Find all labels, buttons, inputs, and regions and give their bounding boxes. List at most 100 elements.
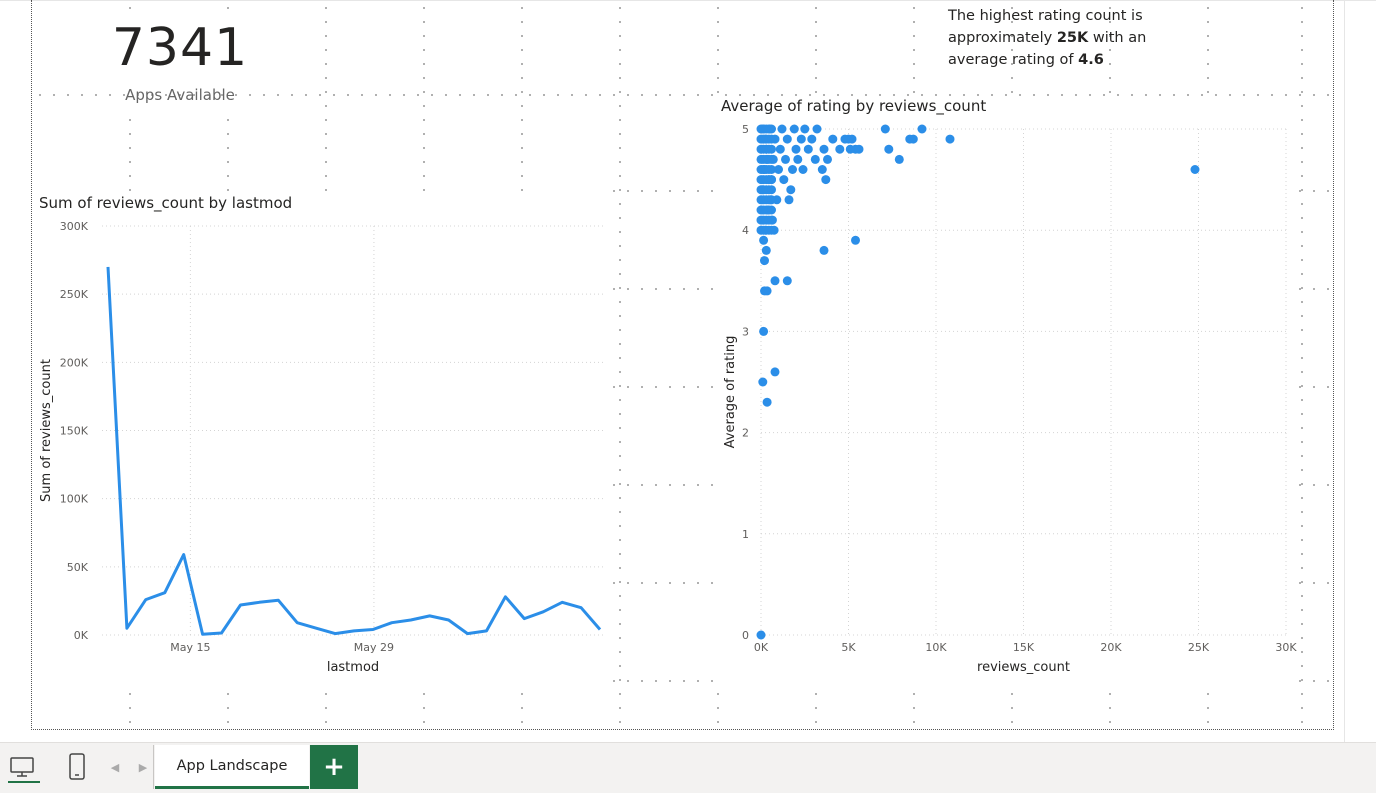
scatter-point — [775, 144, 785, 154]
page-navigation-bar: ◀ ▶ App Landscape + — [0, 742, 1376, 793]
kpi-label: Apps Available — [125, 86, 235, 104]
scatter-point — [798, 165, 808, 174]
scatter-y-tick-label: 1 — [742, 528, 749, 541]
scatter-y-tick-label: 3 — [742, 325, 749, 338]
scatter-point — [835, 144, 845, 154]
scatter-point — [793, 154, 803, 164]
scatter-point — [762, 397, 772, 407]
line-y-tick-label: 100K — [60, 493, 89, 506]
scatter-point — [756, 630, 766, 640]
desktop-icon — [10, 757, 34, 777]
scatter-point — [851, 235, 860, 245]
scatter-point — [767, 154, 776, 164]
scroll-left-button[interactable]: ◀ — [106, 743, 124, 791]
scatter-x-tick-label: 20K — [1100, 641, 1122, 654]
scatter-point — [767, 215, 776, 225]
scatter-point — [791, 144, 801, 154]
scatter-point — [767, 175, 776, 185]
textbox-line-2: approximately 25K with an — [948, 30, 1147, 46]
line-x-tick-label: May 29 — [354, 641, 394, 654]
scatter-x-tick-label: 5K — [841, 641, 856, 654]
add-page-button[interactable]: + — [310, 745, 358, 789]
scatter-y-tick-label: 4 — [742, 224, 749, 237]
scatter-point — [779, 175, 789, 185]
scatter-chart-grid — [760, 128, 1287, 636]
scatter-point — [777, 124, 787, 134]
scatter-point — [845, 144, 855, 154]
scatter-point — [905, 134, 915, 144]
scatter-point — [819, 245, 829, 255]
scatter-point — [828, 134, 838, 144]
scatter-chart-title: Average of rating by reviews_count — [721, 97, 987, 115]
textbox-line-1: The highest rating count is — [948, 8, 1143, 24]
scatter-point — [796, 134, 806, 144]
top-divider — [0, 0, 1376, 1]
line-y-tick-label: 250K — [60, 288, 89, 301]
scatter-point — [770, 367, 780, 377]
scatter-x-tick-label: 10K — [925, 641, 947, 654]
tab-app-landscape[interactable]: App Landscape — [155, 745, 309, 789]
line-y-tick-label: 0K — [74, 629, 89, 642]
line-x-axis-title: lastmod — [327, 660, 379, 675]
scatter-point — [789, 124, 799, 134]
scatter-point — [767, 165, 776, 174]
scatter-y-tick-label: 2 — [742, 427, 749, 440]
phone-view-button[interactable] — [60, 743, 94, 791]
line-y-tick-label: 300K — [60, 220, 89, 233]
scatter-point — [770, 276, 780, 286]
scatter-point — [1190, 165, 1200, 174]
scatter-point — [760, 256, 769, 266]
line-series — [106, 266, 602, 636]
scatter-point — [759, 326, 769, 336]
scatter-point — [812, 124, 822, 134]
plus-icon: + — [323, 752, 345, 782]
scatter-point — [767, 205, 776, 215]
phone-icon — [69, 753, 85, 780]
scatter-point — [762, 286, 772, 296]
scatter-point — [884, 144, 894, 154]
scatter-point — [894, 154, 904, 164]
scatter-y-tick-label: 0 — [742, 629, 749, 642]
scatter-point — [758, 377, 768, 387]
report-canvas: 7341 Apps Available The highest rating c… — [0, 0, 1376, 742]
scatter-point — [767, 195, 776, 205]
tab-divider — [153, 745, 154, 789]
desktop-view-button[interactable] — [4, 743, 40, 791]
scatter-x-tick-label: 25K — [1188, 641, 1210, 654]
scatter-y-axis-title: Average of rating — [723, 336, 738, 449]
line-chart-grid — [102, 225, 605, 636]
scatter-point — [782, 276, 792, 286]
scatter-x-tick-label: 0K — [754, 641, 769, 654]
textbox-line-3: average rating of 4.6 — [948, 52, 1104, 68]
line-chart[interactable]: 0K 50K 100K 150K 200K 250K 300K May 15 May 29 las… — [30, 210, 650, 710]
page-border — [31, 0, 1334, 730]
scatter-points — [756, 124, 1200, 640]
line-y-tick-label: 200K — [60, 356, 89, 369]
scatter-point — [781, 154, 790, 164]
desktop-view-underline — [8, 781, 40, 783]
scatter-point — [800, 124, 810, 134]
scatter-point — [803, 144, 813, 154]
scatter-chart[interactable]: 0 1 2 3 4 5 0K 5K 10K 15K 20K 25K 30K reviews_count Av… — [715, 112, 1325, 692]
scatter-point — [945, 134, 955, 144]
insight-textbox[interactable]: The highest rating count is approximatel… — [948, 5, 1188, 71]
scatter-point — [788, 165, 797, 174]
scatter-point — [840, 134, 850, 144]
scatter-x-axis-title: reviews_count — [977, 660, 1070, 675]
scatter-point — [823, 154, 832, 164]
line-chart-title: Sum of reviews_count by lastmod — [39, 194, 293, 212]
scatter-point — [819, 144, 829, 154]
scatter-point — [767, 124, 776, 134]
scatter-point — [807, 134, 817, 144]
scroll-right-button[interactable]: ▶ — [134, 743, 152, 791]
scatter-y-tick-label: 5 — [742, 123, 749, 136]
kpi-value: 7341 — [111, 18, 249, 78]
scatter-x-tick-label: 15K — [1013, 641, 1035, 654]
scatter-point — [821, 175, 831, 185]
scatter-point — [767, 134, 776, 144]
scatter-point — [759, 235, 769, 245]
scatter-point — [786, 185, 796, 195]
scatter-point — [774, 165, 783, 174]
scatter-x-tick-label: 30K — [1275, 641, 1297, 654]
scatter-point — [810, 154, 820, 164]
